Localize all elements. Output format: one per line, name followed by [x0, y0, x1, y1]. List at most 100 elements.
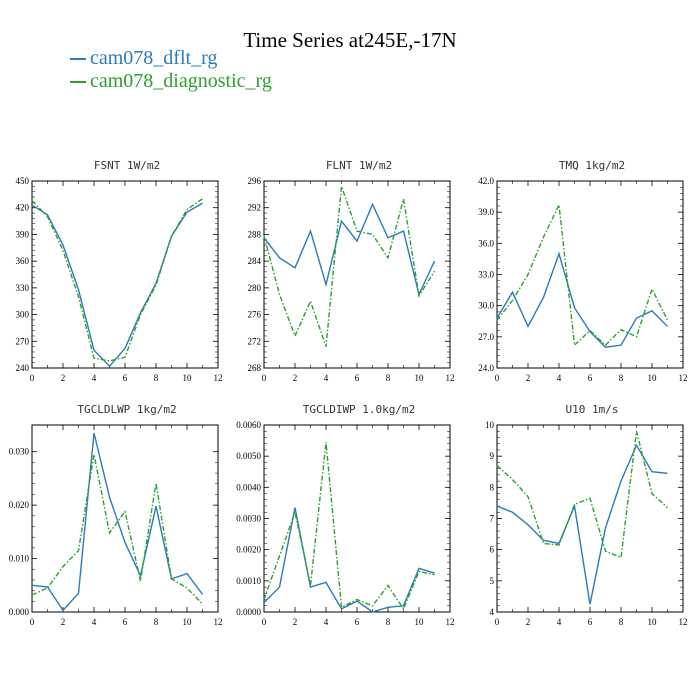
x-tick-label: 2 [61, 617, 66, 627]
legend-entry-dflt: cam078_dflt_rg [70, 47, 217, 70]
x-tick-label: 4 [324, 373, 329, 383]
legend-label-dflt: cam078_dflt_rg [90, 47, 218, 69]
y-tick-label: 420 [16, 203, 30, 213]
y-tick-label: 0.010 [9, 554, 30, 564]
chart-title-4: TGCLDIWP 1.0kg/m2 [303, 403, 416, 416]
chart-title-5: U10 1m/s [566, 403, 619, 416]
x-tick-label: 4 [324, 617, 329, 627]
x-tick-label: 6 [123, 617, 128, 627]
series-line-dflt [263, 507, 435, 613]
y-tick-label: 0.030 [9, 447, 30, 457]
series-line-diagnostic [263, 442, 435, 611]
plot-frame-0 [31, 180, 219, 369]
x-tick-label: 8 [619, 373, 624, 383]
y-tick-label: 0.0030 [236, 514, 261, 524]
x-tick-label: 12 [446, 373, 455, 383]
y-tick-label: 8 [490, 482, 495, 492]
y-tick-label: 0.0010 [236, 576, 261, 586]
y-tick-label: 0.0060 [236, 420, 261, 430]
x-tick-label: 8 [386, 373, 391, 383]
x-tick-label: 8 [386, 617, 391, 627]
series-line-diagnostic [496, 431, 668, 559]
y-tick-label: 296 [248, 176, 262, 186]
series-line-diagnostic [263, 186, 436, 347]
y-tick-label: 27.0 [478, 332, 494, 342]
x-tick-label: 10 [183, 617, 193, 627]
chart-panel-2: TMQ 1kg/m2 0 2 4 6 8 10 12 24.0 27.0 30.0 33.0 36.0 3… [478, 159, 687, 383]
x-tick-label: 2 [526, 373, 531, 383]
x-tick-label: 6 [355, 373, 360, 383]
x-tick-label: 4 [92, 617, 97, 627]
x-tick-label: 8 [154, 373, 159, 383]
y-tick-label: 390 [16, 229, 30, 239]
y-tick-label: 0.0040 [236, 482, 261, 492]
y-tick-label: 330 [16, 283, 30, 293]
x-tick-label: 0 [262, 617, 267, 627]
chart-title-0: FSNT 1W/m2 [94, 159, 160, 172]
x-tick-label: 12 [679, 373, 688, 383]
chart-title-3: TGCLDLWP 1kg/m2 [77, 403, 176, 416]
chart-panel-0: FSNT 1W/m2 0 2 4 6 8 10 12 240 270 300 330 360 390 420… [16, 159, 223, 383]
series-line-diagnostic [496, 202, 669, 347]
y-tick-label: 36.0 [478, 238, 494, 248]
y-tick-label: 280 [248, 283, 262, 293]
chart-panel-1: FLNT 1W/m2 0 2 4 6 8 10 12 268 272 276 280 284 288 292… [248, 159, 455, 383]
x-tick-label: 12 [679, 617, 688, 627]
x-tick-label: 6 [588, 373, 593, 383]
y-tick-label: 24.0 [478, 363, 494, 373]
y-tick-label: 276 [248, 310, 262, 320]
y-tick-label: 272 [248, 336, 262, 346]
x-tick-label: 4 [557, 617, 562, 627]
y-tick-label: 10 [485, 420, 495, 430]
x-tick-label: 2 [526, 617, 531, 627]
y-tick-label: 270 [16, 336, 30, 346]
chart-panel-3: TGCLDLWP 1kg/m2 0 2 4 6 8 10 12 0.000 0.010 0.020 0… [9, 403, 223, 627]
x-tick-label: 8 [154, 617, 159, 627]
x-tick-label: 12 [446, 617, 455, 627]
y-tick-label: 4 [490, 607, 495, 617]
y-tick-label: 0.0020 [236, 545, 261, 555]
y-tick-label: 0.0000 [236, 607, 261, 617]
legend-label-diagnostic: cam078_diagnostic_rg [90, 70, 272, 92]
x-tick-label: 8 [619, 617, 624, 627]
y-tick-label: 0.0050 [236, 451, 261, 461]
x-tick-label: 6 [123, 373, 128, 383]
x-tick-label: 4 [92, 373, 97, 383]
plot-frame-5 [496, 424, 684, 613]
y-tick-label: 284 [248, 256, 262, 266]
x-tick-label: 10 [415, 373, 425, 383]
x-tick-label: 0 [495, 617, 500, 627]
y-tick-label: 30.0 [478, 301, 494, 311]
chart-panel-5: U10 1m/s 0 2 4 6 8 10 12 4 5 6 7 8 9 10 [485, 403, 688, 627]
y-tick-label: 9 [490, 451, 495, 461]
series-line-dflt [496, 443, 668, 605]
y-tick-label: 240 [16, 363, 30, 373]
y-tick-label: 360 [16, 256, 30, 266]
x-tick-label: 2 [293, 617, 298, 627]
series-line-dflt [496, 251, 668, 348]
series-line-diagnostic [31, 454, 204, 605]
x-tick-label: 2 [293, 373, 298, 383]
plot-frame-2 [496, 180, 684, 369]
figure-title: Time Series at245E,-17N [243, 28, 457, 52]
plot-frame-3 [31, 424, 219, 613]
y-tick-label: 292 [248, 203, 262, 213]
chart-panel-4: TGCLDIWP 1.0kg/m2 0 2 4 6 8 10 12 0.0000 0.0010 0.… [236, 403, 454, 627]
series-line-dflt [31, 432, 204, 612]
x-tick-label: 12 [214, 617, 223, 627]
plot-frame-4 [263, 424, 451, 613]
y-tick-label: 288 [248, 229, 262, 239]
y-tick-label: 5 [490, 576, 495, 586]
chart-title-2: TMQ 1kg/m2 [559, 159, 625, 172]
legend-entry-diagnostic: cam078_diagnostic_rg [70, 70, 272, 93]
x-tick-label: 0 [262, 373, 267, 383]
x-tick-label: 4 [557, 373, 562, 383]
y-tick-label: 39.0 [478, 207, 494, 217]
x-tick-label: 6 [588, 617, 593, 627]
y-tick-label: 42.0 [478, 176, 494, 186]
chart-title-1: FLNT 1W/m2 [326, 159, 392, 172]
x-tick-label: 0 [30, 617, 35, 627]
y-tick-label: 450 [16, 176, 30, 186]
x-tick-label: 2 [61, 373, 66, 383]
